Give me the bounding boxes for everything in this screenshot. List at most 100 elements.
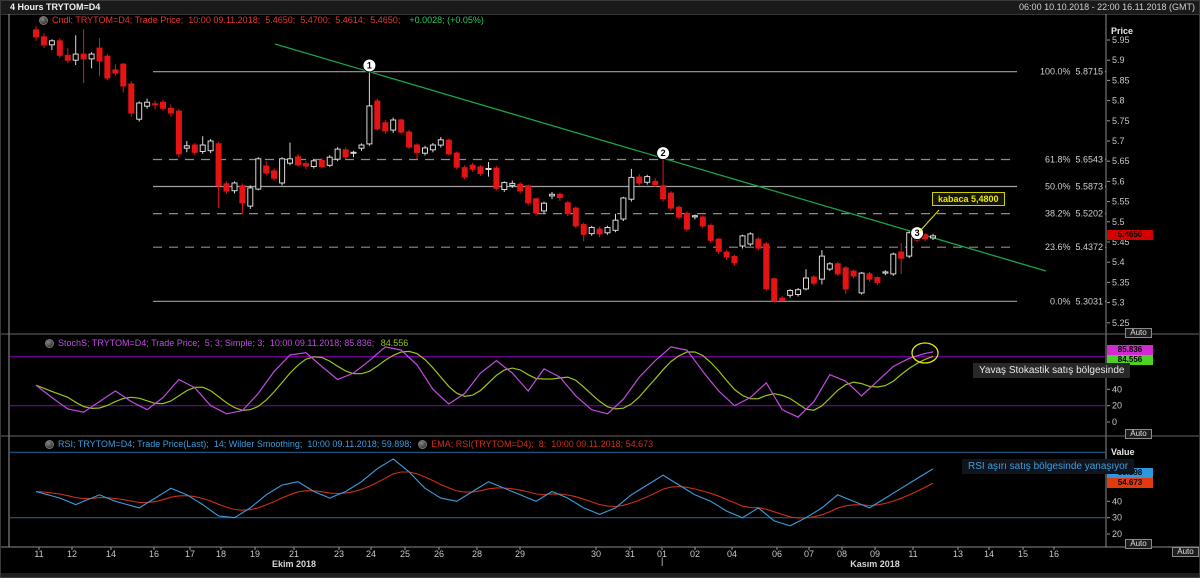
stoch-k-line <box>35 346 934 418</box>
candle <box>644 176 651 183</box>
rsi-auto-scale-button[interactable]: Auto <box>1125 539 1152 549</box>
month-label-november: Kasım 2018 <box>850 559 900 569</box>
candle <box>33 29 39 38</box>
candle <box>461 167 468 178</box>
chart-text: 30 <box>1112 513 1122 523</box>
candle <box>263 165 270 174</box>
candle <box>898 251 905 259</box>
candle <box>588 227 595 235</box>
chart-text: 40 <box>1112 496 1122 506</box>
candle <box>334 148 341 160</box>
candle <box>64 54 71 61</box>
candle <box>858 272 865 294</box>
price-legend-text: Cndl; TRYTOM=D4; Trade Price; 10:00 09.1… <box>52 15 406 25</box>
candle <box>414 144 420 153</box>
chart-text: 31 <box>625 549 635 559</box>
candle <box>779 297 786 301</box>
stoch-auto-scale-button[interactable]: Auto <box>1125 429 1152 439</box>
candle <box>374 100 381 130</box>
candle <box>810 276 817 284</box>
chart-text: 5.6 <box>1112 176 1125 186</box>
price-legend-change: +0.0028; (+0.05%) <box>409 15 484 25</box>
chart-text: 0.0% 5.3031 <box>1050 296 1103 306</box>
candle <box>604 227 611 234</box>
candle <box>453 152 460 168</box>
candle <box>596 228 603 235</box>
candle <box>144 101 151 107</box>
kabaca-price-annotation[interactable]: kabaca 5,4800 <box>932 192 1005 206</box>
candle <box>771 278 778 302</box>
chart-text: 26 <box>434 549 444 559</box>
wave-marker[interactable] <box>910 226 925 241</box>
candle <box>350 151 357 154</box>
chart-text: 06 <box>772 549 782 559</box>
chart-text: 14 <box>106 549 116 559</box>
current-price-marker: 5.4650 <box>1107 230 1153 240</box>
candle <box>795 289 802 296</box>
chart-text: 07 <box>804 549 814 559</box>
chart-text: 14 <box>984 549 994 559</box>
candle <box>112 69 119 74</box>
candle <box>120 63 127 87</box>
xaxis-auto-scale-button[interactable]: Auto <box>1172 547 1199 557</box>
title-bar: 4 Hours TRYTOM=D4 06:00 10.10.2018 - 22:… <box>1 1 1199 14</box>
candle <box>271 170 278 179</box>
candle <box>850 270 857 277</box>
rsi-legend[interactable]: RSI; TRYTOM=D4; Trade Price(Last); 14; W… <box>45 439 653 449</box>
candle <box>96 47 103 62</box>
candle <box>326 156 333 166</box>
candle <box>906 232 913 257</box>
candle <box>818 255 825 280</box>
candle <box>636 176 643 184</box>
candle <box>652 180 659 186</box>
price-auto-scale-button[interactable]: Auto <box>1125 328 1152 338</box>
chart-text: 23.6% 5.4372 <box>1045 242 1103 252</box>
candle <box>723 251 730 258</box>
candle <box>660 185 667 200</box>
candle <box>612 219 619 231</box>
fib-label-bg <box>1017 295 1105 307</box>
chart-text: 13 <box>953 549 963 559</box>
candle <box>167 107 174 114</box>
chart-text: 01 <box>657 549 667 559</box>
series-icon <box>45 338 54 348</box>
candle <box>787 290 794 296</box>
candle <box>683 212 690 230</box>
price-axis-title: Price <box>1111 26 1134 36</box>
price-legend[interactable]: Cndl; TRYTOM=D4; Trade Price; 10:00 09.1… <box>39 15 484 25</box>
chart-text: 23 <box>334 549 344 559</box>
fib-label-bg <box>1017 241 1105 253</box>
candle <box>699 216 706 227</box>
stoch-note-annotation[interactable]: Yavaş Stokastik satış bölgesinde <box>973 363 1131 378</box>
value-axis-title: Value <box>1111 447 1135 457</box>
candle <box>533 198 540 214</box>
candle <box>422 147 428 154</box>
candle <box>731 256 738 264</box>
fib-label-bg <box>1017 207 1105 219</box>
month-separator: | <box>661 556 664 566</box>
chart-text: 08 <box>837 549 847 559</box>
stoch-d-line <box>35 350 934 412</box>
candle <box>191 144 198 153</box>
candle <box>668 192 674 209</box>
chart-text: 38.2% 5.5202 <box>1045 209 1103 219</box>
chart-text: 25 <box>400 549 410 559</box>
date-range-label: 06:00 10.10.2018 - 22:00 16.11.2018 (GMT… <box>1019 2 1195 12</box>
chart-text: 30 <box>591 549 601 559</box>
chart-text: 5.25 <box>1112 318 1130 328</box>
chart-text: 2 <box>661 148 666 158</box>
candle <box>501 182 508 191</box>
chart-text: 5.35 <box>1112 277 1130 287</box>
candle <box>707 224 714 241</box>
candle <box>485 168 492 170</box>
stoch-highlight-circle[interactable] <box>911 342 939 364</box>
chart-text: 5.75 <box>1112 116 1130 126</box>
chart-text: 50.0% 5.5873 <box>1045 182 1103 192</box>
wave-marker[interactable] <box>362 58 377 73</box>
rsi-note-annotation[interactable]: RSI aşırı satış bölgesinde yanaşıyor <box>962 459 1135 474</box>
chart-text: 5.45 <box>1112 237 1130 247</box>
wave-marker[interactable] <box>656 146 671 161</box>
stoch-legend[interactable]: StochS; TRYTOM=D4; Trade Price; 5; 3; Si… <box>45 338 408 348</box>
